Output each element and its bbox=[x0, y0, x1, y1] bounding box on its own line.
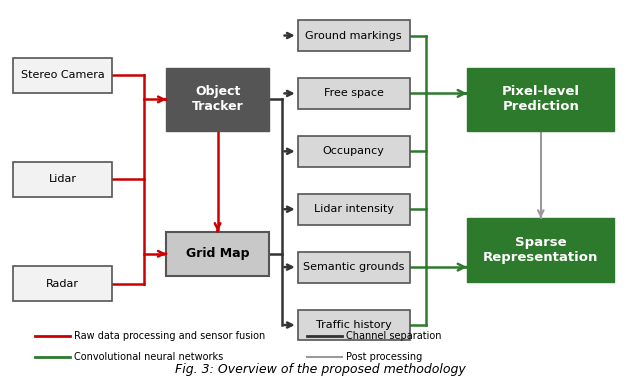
Text: Pixel-level
Prediction: Pixel-level Prediction bbox=[502, 85, 580, 113]
Text: Stereo Camera: Stereo Camera bbox=[20, 70, 104, 80]
Text: Sparse
Representation: Sparse Representation bbox=[483, 236, 598, 264]
FancyBboxPatch shape bbox=[13, 162, 112, 197]
Text: Grid Map: Grid Map bbox=[186, 247, 250, 260]
FancyBboxPatch shape bbox=[298, 136, 410, 167]
Text: Lidar: Lidar bbox=[49, 174, 76, 185]
Text: Object
Tracker: Object Tracker bbox=[192, 85, 243, 113]
FancyBboxPatch shape bbox=[298, 20, 410, 51]
Text: Occupancy: Occupancy bbox=[323, 146, 385, 156]
FancyBboxPatch shape bbox=[298, 310, 410, 340]
Text: Lidar intensity: Lidar intensity bbox=[314, 204, 394, 214]
FancyBboxPatch shape bbox=[467, 68, 614, 131]
Text: Post processing: Post processing bbox=[346, 352, 422, 362]
Text: Free space: Free space bbox=[324, 88, 383, 98]
Text: Radar: Radar bbox=[46, 279, 79, 289]
FancyBboxPatch shape bbox=[298, 78, 410, 109]
FancyBboxPatch shape bbox=[298, 252, 410, 283]
FancyBboxPatch shape bbox=[13, 58, 112, 93]
FancyBboxPatch shape bbox=[467, 218, 614, 282]
Text: Traffic history: Traffic history bbox=[316, 320, 392, 330]
FancyBboxPatch shape bbox=[166, 68, 269, 131]
Text: Fig. 3: Overview of the proposed methodology: Fig. 3: Overview of the proposed methodo… bbox=[175, 363, 465, 376]
Text: Raw data processing and sensor fusion: Raw data processing and sensor fusion bbox=[74, 331, 265, 341]
FancyBboxPatch shape bbox=[166, 232, 269, 276]
FancyBboxPatch shape bbox=[13, 266, 112, 301]
Text: Semantic grounds: Semantic grounds bbox=[303, 262, 404, 272]
Text: Ground markings: Ground markings bbox=[305, 30, 402, 41]
FancyBboxPatch shape bbox=[298, 194, 410, 225]
Text: Convolutional neural networks: Convolutional neural networks bbox=[74, 352, 223, 362]
Text: Channel separation: Channel separation bbox=[346, 331, 441, 341]
